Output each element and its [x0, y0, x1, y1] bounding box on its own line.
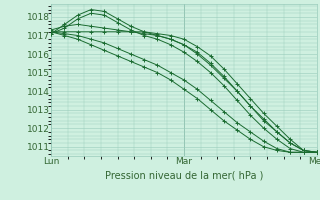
X-axis label: Pression niveau de la mer( hPa ): Pression niveau de la mer( hPa ) — [105, 171, 263, 181]
